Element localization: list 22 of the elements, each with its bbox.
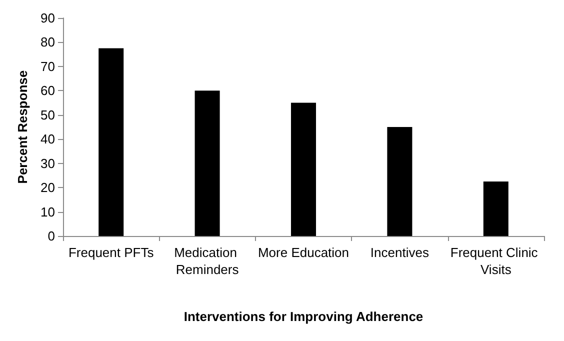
y-tick-label: 10: [40, 204, 55, 220]
x-tick-label: Frequent Clinic Visits: [450, 245, 542, 277]
y-tick-label: 0: [48, 228, 55, 244]
x-tick-label: Incentives: [370, 245, 430, 260]
bar: [483, 182, 508, 236]
y-tick-label: 50: [40, 107, 55, 122]
y-tick-label: 20: [40, 180, 55, 196]
x-tick-label: More Education: [258, 245, 350, 260]
bar: [290, 102, 316, 236]
y-tick-label: 40: [40, 132, 55, 147]
x-axis-title: Interventions for Improving Adherence: [184, 309, 424, 324]
x-tick-label: Medication Reminders: [174, 245, 241, 277]
bar: [387, 127, 412, 236]
x-tick-label: Frequent PFTs: [68, 245, 154, 260]
y-tick-label: 60: [40, 83, 55, 98]
y-tick-label: 70: [40, 58, 55, 74]
y-tick-label: 30: [40, 156, 55, 171]
bar: [98, 48, 124, 236]
y-axis-title: Percent Response: [15, 70, 30, 184]
y-tick-label: 80: [40, 34, 55, 50]
bar: [194, 90, 220, 236]
y-tick-label: 90: [40, 10, 55, 26]
